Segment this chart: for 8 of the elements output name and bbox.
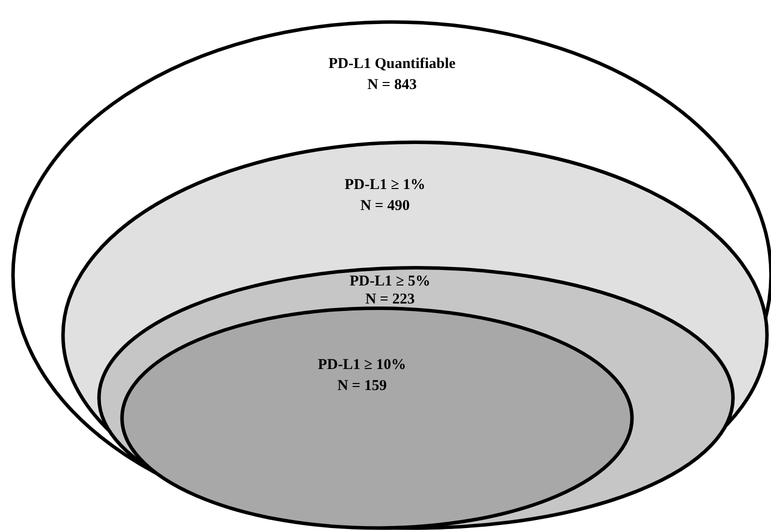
data-label: N = 843 [367, 76, 417, 93]
data-label: N = 223 [365, 292, 415, 308]
data-label: N = 159 [337, 378, 387, 394]
category-label: PD-L1 ≥ 1% [344, 177, 426, 194]
category-label: PD-L1 ≥ 10% [318, 357, 406, 374]
data-label: N = 490 [360, 198, 410, 214]
category-label: PD-L1 ≥ 5% [350, 274, 430, 290]
category-label: PD-L1 Quantifiable [328, 56, 456, 72]
